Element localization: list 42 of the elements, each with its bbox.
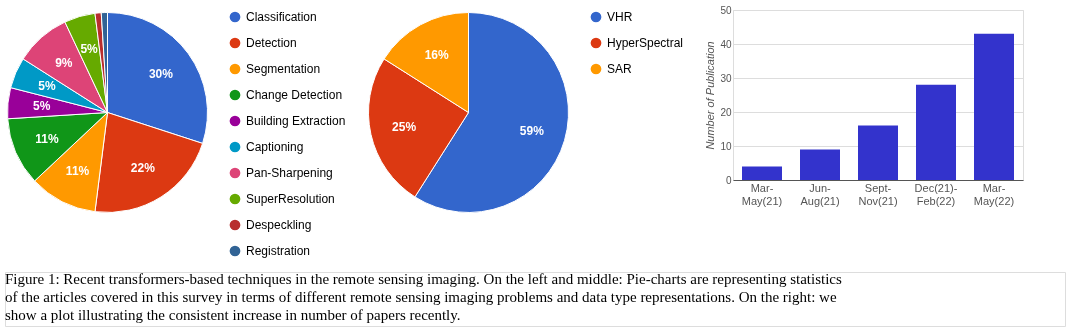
x-tick-label: Mar-May(21) bbox=[741, 181, 783, 207]
bar bbox=[858, 125, 898, 180]
legend-label: Classification bbox=[246, 10, 317, 24]
data-label: 9% bbox=[55, 55, 73, 70]
legend-label: HyperSpectral bbox=[607, 36, 684, 50]
bar bbox=[974, 33, 1014, 180]
data-label: 5% bbox=[33, 99, 51, 114]
legend-label: VHR bbox=[607, 10, 633, 24]
data-label: 30% bbox=[148, 66, 174, 81]
data-label: 5% bbox=[38, 79, 56, 94]
data-label: 11% bbox=[65, 164, 90, 179]
y-tick-label: 10 bbox=[720, 140, 732, 152]
data-label: 11% bbox=[35, 131, 59, 146]
x-tick-label: Jun-Aug(21) bbox=[800, 181, 840, 207]
data-label: 59% bbox=[519, 123, 545, 138]
legend-label: Segmentation bbox=[246, 62, 321, 76]
x-tick-label: Mar-May(22) bbox=[973, 181, 1015, 207]
legend-label: Registration bbox=[246, 244, 311, 258]
y-tick-label: 20 bbox=[720, 106, 732, 118]
legend-label: Pan-Sharpening bbox=[246, 166, 333, 180]
caption: Figure 1: Recent transformers-based techniques in the remote sensing imaging. On the left and middle: Pie-charts are representing statistics of the articles covered in this survey in terms of different remote sensing imaging problems and data type representations. On the right: we show a plot illustrating the consistent increase in number of papers recently. bbox=[5, 271, 843, 323]
data-label: 22% bbox=[130, 161, 156, 176]
legend-label: Despeckling bbox=[246, 218, 312, 232]
data-label: 5% bbox=[80, 42, 99, 57]
y-tick-label: 0 bbox=[725, 174, 732, 186]
legend-label: Change Detection bbox=[246, 88, 343, 102]
y-tick-label: 50 bbox=[720, 4, 732, 16]
bar bbox=[800, 149, 840, 180]
y-axis-title: Number of Publication bbox=[704, 41, 717, 150]
bar bbox=[742, 166, 782, 180]
y-tick-label: 40 bbox=[720, 38, 732, 50]
legend-label: Detection bbox=[246, 36, 297, 50]
bar bbox=[916, 84, 956, 180]
data-label: 25% bbox=[392, 119, 417, 134]
y-tick-label: 30 bbox=[720, 72, 732, 84]
legend-label: SuperResolution bbox=[246, 192, 335, 206]
legend-label: SAR bbox=[607, 62, 633, 76]
x-tick-label: Sept-Nov(21) bbox=[858, 181, 898, 207]
x-tick-label: Dec(21)-Feb(22) bbox=[914, 181, 958, 207]
legend-label: Building Extraction bbox=[246, 114, 346, 128]
data-label: 16% bbox=[424, 47, 450, 62]
legend-label: Captioning bbox=[246, 140, 304, 154]
